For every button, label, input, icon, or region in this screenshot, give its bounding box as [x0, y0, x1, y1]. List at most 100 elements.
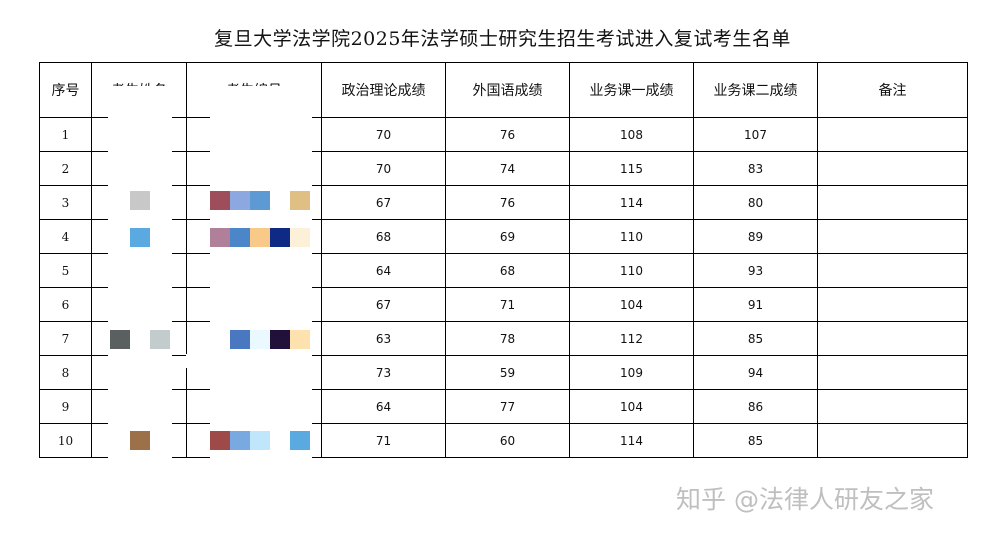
mosaic-swatch — [250, 191, 270, 210]
cell-note — [817, 117, 968, 152]
mosaic-swatch — [110, 330, 130, 349]
mosaic-swatch — [130, 431, 150, 450]
cell-course1: 109 — [569, 355, 694, 390]
cell-foreign: 78 — [445, 321, 570, 356]
candidate-table: 序号 考生姓名 考生编号 政治理论成绩 外国语成绩 业务课一成绩 业务课二成绩 … — [39, 62, 968, 458]
cell-seq: 6 — [39, 287, 92, 322]
cell-seq: 3 — [39, 185, 92, 220]
cell-politics: 70 — [321, 151, 446, 186]
mosaic-swatch — [210, 191, 230, 210]
mosaic-swatch — [230, 431, 250, 450]
cell-politics: 71 — [321, 423, 446, 458]
cell-course2: 83 — [693, 151, 818, 186]
cell-course1: 114 — [569, 423, 694, 458]
cell-course2: 94 — [693, 355, 818, 390]
mosaic-redaction — [230, 330, 310, 349]
redaction-block — [150, 454, 170, 464]
page-title: 复旦大学法学院2025年法学硕士研究生招生考试进入复试考生名单 — [214, 28, 791, 50]
redaction-block — [210, 86, 312, 462]
cell-foreign: 60 — [445, 423, 570, 458]
mosaic-swatch — [230, 191, 250, 210]
mosaic-swatch — [270, 330, 290, 349]
header-course2: 业务课二成绩 — [693, 62, 818, 118]
cell-seq: 4 — [39, 219, 92, 254]
mosaic-swatch — [250, 228, 270, 247]
mosaic-swatch — [290, 228, 310, 247]
cell-seq: 1 — [39, 117, 92, 152]
cell-note — [817, 355, 968, 390]
header-note: 备注 — [817, 62, 968, 118]
cell-foreign: 69 — [445, 219, 570, 254]
table-row: 4 68 69 110 89 — [39, 219, 968, 254]
cell-course1: 110 — [569, 253, 694, 288]
mosaic-swatch — [290, 191, 310, 210]
mosaic-swatch — [270, 191, 290, 210]
cell-politics: 67 — [321, 287, 446, 322]
table-row: 9 64 77 104 86 — [39, 389, 968, 424]
cell-course1: 112 — [569, 321, 694, 356]
cell-course2: 89 — [693, 219, 818, 254]
cell-course2: 93 — [693, 253, 818, 288]
mosaic-redaction — [130, 431, 150, 450]
watermark: 知乎 @法律人研友之家 — [676, 485, 934, 514]
mosaic-swatch — [130, 191, 150, 210]
cell-course1: 110 — [569, 219, 694, 254]
cell-foreign: 76 — [445, 117, 570, 152]
mosaic-redaction — [210, 228, 310, 247]
mosaic-swatch — [210, 431, 230, 450]
cell-seq: 9 — [39, 389, 92, 424]
cell-course2: 85 — [693, 321, 818, 356]
cell-note — [817, 185, 968, 220]
cell-foreign: 77 — [445, 389, 570, 424]
mosaic-swatch — [250, 431, 270, 450]
cell-course1: 108 — [569, 117, 694, 152]
mosaic-redaction — [210, 191, 310, 210]
mosaic-swatch — [150, 330, 170, 349]
cell-course1: 115 — [569, 151, 694, 186]
mosaic-swatch — [250, 330, 270, 349]
redaction-block — [186, 354, 212, 368]
mosaic-swatch — [270, 228, 290, 247]
cell-foreign: 68 — [445, 253, 570, 288]
cell-politics: 63 — [321, 321, 446, 356]
cell-note — [817, 423, 968, 458]
cell-note — [817, 389, 968, 424]
header-course1: 业务课一成绩 — [569, 62, 694, 118]
mosaic-swatch — [130, 228, 150, 247]
table-row: 7 63 78 112 85 — [39, 321, 968, 356]
mosaic-swatch — [210, 228, 230, 247]
cell-seq: 7 — [39, 321, 92, 356]
table-row: 10 71 60 114 85 — [39, 423, 968, 458]
mosaic-redaction — [110, 330, 170, 349]
cell-foreign: 71 — [445, 287, 570, 322]
cell-course2: 107 — [693, 117, 818, 152]
mosaic-swatch — [230, 228, 250, 247]
cell-course2: 80 — [693, 185, 818, 220]
mosaic-swatch — [130, 330, 150, 349]
header-politics: 政治理论成绩 — [321, 62, 446, 118]
table-row: 8 73 59 109 94 — [39, 355, 968, 390]
header-row: 序号 考生姓名 考生编号 政治理论成绩 外国语成绩 业务课一成绩 业务课二成绩 … — [39, 62, 968, 118]
table-row: 21707411583 — [39, 151, 968, 186]
header-seq: 序号 — [39, 62, 92, 118]
table-row: 117076108107 — [39, 117, 968, 152]
cell-foreign: 76 — [445, 185, 570, 220]
cell-politics: 73 — [321, 355, 446, 390]
mosaic-redaction — [210, 431, 310, 450]
cell-note — [817, 253, 968, 288]
table-row: 5 64 68 110 93 — [39, 253, 968, 288]
cell-note — [817, 219, 968, 254]
cell-seq: 5 — [39, 253, 92, 288]
mosaic-swatch — [270, 431, 290, 450]
cell-course1: 104 — [569, 389, 694, 424]
table-row: 31677611480 — [39, 185, 968, 220]
redaction-block — [108, 86, 172, 462]
cell-course1: 114 — [569, 185, 694, 220]
mosaic-redaction — [130, 191, 150, 210]
cell-note — [817, 287, 968, 322]
cell-politics: 64 — [321, 389, 446, 424]
cell-course2: 85 — [693, 423, 818, 458]
cell-note — [817, 321, 968, 356]
mosaic-swatch — [290, 330, 310, 349]
cell-foreign: 74 — [445, 151, 570, 186]
